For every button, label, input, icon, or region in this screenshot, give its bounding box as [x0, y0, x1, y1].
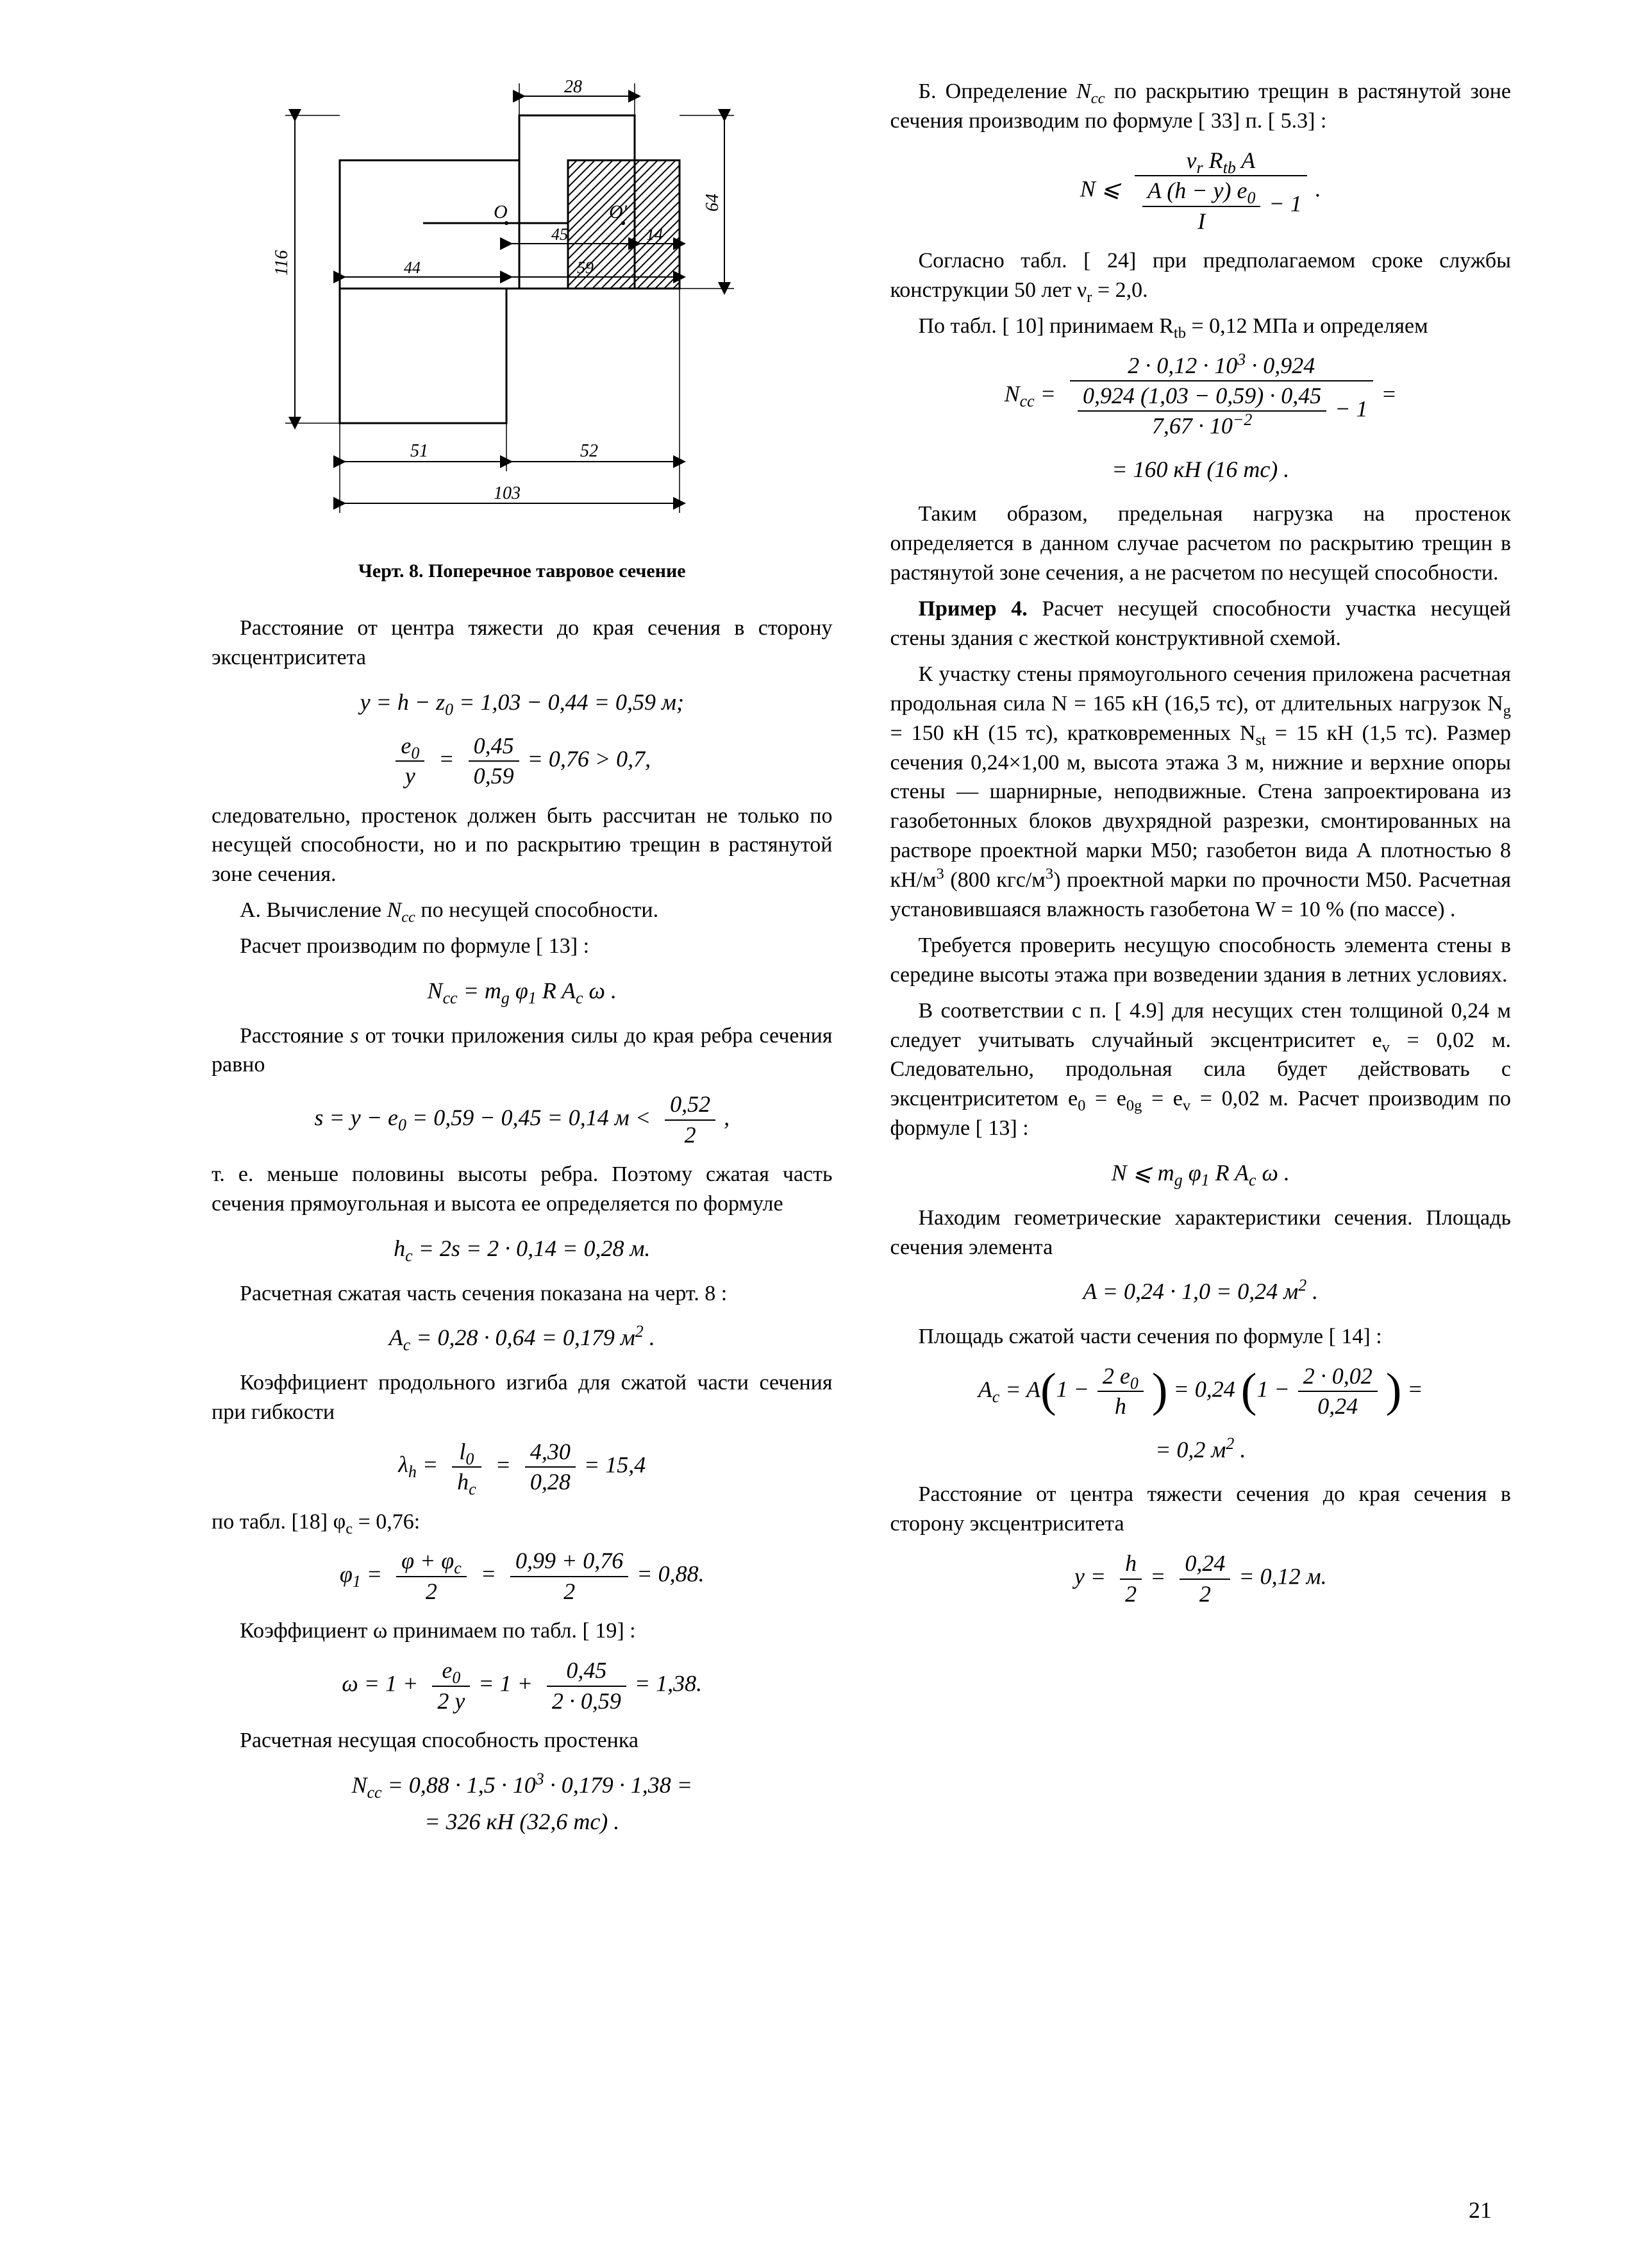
r-p10: Площадь сжатой части сечения по формуле …: [890, 1322, 1512, 1352]
dim-28: 28: [564, 77, 582, 97]
dim-51: 51: [410, 441, 428, 461]
formula-Ac2: Ac = A(1 − 2 e0h ) = 0,24 (1 − 2 · 0,020…: [890, 1363, 1512, 1420]
formula-A: A = 0,24 · 1,0 = 0,24 м2 .: [890, 1273, 1512, 1311]
formula-hc: hc = 2s = 2 · 0,14 = 0,28 м.: [212, 1230, 833, 1268]
formula-y: y = h − z0 = 1,03 − 0,44 = 0,59 м;: [212, 684, 833, 721]
r-p8: В соответствии с п. [ 4.9] для несущих с…: [890, 996, 1512, 1143]
formula-N-ineq: N ⩽ νr Rtb A A (h − y) e0 I − 1 .: [890, 147, 1512, 235]
formula-omega: ω = 1 + e02 y = 1 + 0,452 · 0,59 = 1,38.: [212, 1657, 833, 1714]
r-p3: По табл. [ 10] принимаем Rtb = 0,12 МПа …: [890, 312, 1512, 341]
formula-phi1: φ1 = φ + φc2 = 0,99 + 0,762 = 0,88.: [212, 1548, 833, 1605]
l-p5: Расстояние s от точки приложения силы до…: [212, 1021, 833, 1080]
figure-tee-section: O O' 28 116: [212, 77, 833, 584]
dim-45: 45: [551, 225, 568, 244]
dim-14: 14: [646, 225, 663, 244]
dim-59: 59: [577, 258, 594, 277]
dim-116: 116: [272, 250, 292, 276]
l-p7: Расчетная сжатая часть сечения показана …: [212, 1279, 833, 1309]
formula-s: s = y − e0 = 0,59 − 0,45 = 0,14 м < 0,52…: [212, 1091, 833, 1148]
l-p3: А. Вычисление Ncc по несущей способности…: [212, 896, 833, 925]
r-p7: Требуется проверить несущую способность …: [890, 931, 1512, 990]
r-p5: Пример 4. Расчет несущей способности уча…: [890, 594, 1512, 653]
formula-lambda: λh = l0hc = 4,300,28 = 15,4: [212, 1439, 833, 1496]
l-p4: Расчет производим по формуле [ 13] :: [212, 932, 833, 961]
formula-y2: y = h2 = 0,242 = 0,12 м.: [890, 1550, 1512, 1607]
label-O: O: [494, 201, 508, 222]
figure-caption: Черт. 8. Поперечное тавровое сечение: [212, 558, 833, 585]
formula-N2: N ⩽ mg φ1 R Ac ω .: [890, 1155, 1512, 1192]
l-p1: Расстояние от центра тяжести до края сеч…: [212, 614, 833, 673]
r-p4: Таким образом, предельная нагрузка на пр…: [890, 499, 1512, 588]
formula-Ncc-big: Ncc = 2 · 0,12 · 103 · 0,924 0,924 (1,03…: [890, 353, 1512, 440]
l-p10: Коэффициент ω принимаем по табл. [ 19] :: [212, 1616, 833, 1646]
r-p1: Б. Определение Ncc по раскрытию трещин в…: [890, 77, 1512, 136]
formula-e0y: e0y = 0,450,59 = 0,76 > 0,7,: [212, 733, 833, 790]
r-p6: К участку стены прямоугольного сечения п…: [890, 660, 1512, 925]
l-p8: Коэффициент продольного изгиба для сжато…: [212, 1368, 833, 1427]
dim-64: 64: [703, 194, 722, 212]
formula-ac: Ac = 0,28 · 0,64 = 0,179 м2 .: [212, 1320, 833, 1357]
l-p11: Расчетная несущая способность простенка: [212, 1726, 833, 1755]
dim-44: 44: [404, 258, 421, 277]
r-p9: Находим геометрические характеристики се…: [890, 1203, 1512, 1262]
formula-ncc-def: Ncc = mg φ1 R Ac ω .: [212, 973, 833, 1010]
formula-ncc-val2: = 326 кН (32,6 тс) .: [212, 1804, 833, 1841]
dim-52: 52: [580, 441, 598, 461]
l-p9: по табл. [18] φc = 0,76:: [212, 1507, 833, 1537]
l-p2: следовательно, простенок должен быть рас…: [212, 801, 833, 890]
dim-103: 103: [494, 483, 521, 503]
l-p6: т. е. меньше половины высоты ребра. Поэт…: [212, 1160, 833, 1219]
r-p2: Согласно табл. [ 24] при предполагаемом …: [890, 246, 1512, 305]
r-p11: Расстояние от центра тяжести сечения до …: [890, 1480, 1512, 1539]
label-Oprime: O': [609, 201, 628, 222]
formula-ncc-val1: Ncc = 0,88 · 1,5 · 103 · 0,179 · 1,38 =: [212, 1767, 833, 1804]
formula-Ncc-res: = 160 кН (16 тс) .: [890, 451, 1512, 489]
page-number: 21: [1469, 2197, 1492, 2224]
formula-Ac2b: = 0,2 м2 .: [890, 1432, 1512, 1469]
